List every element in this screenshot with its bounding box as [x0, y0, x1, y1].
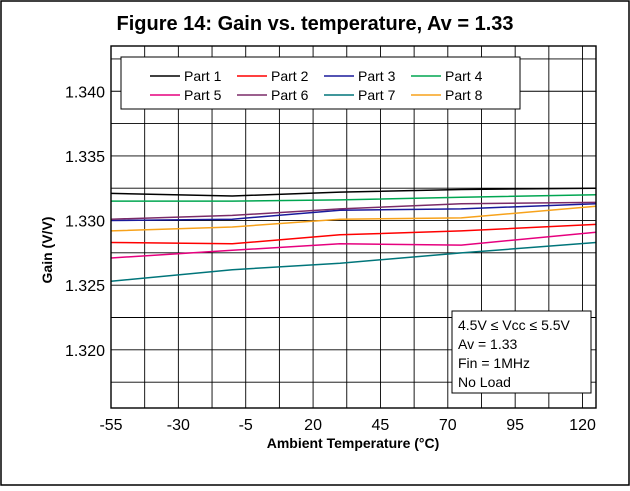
legend-label: Part 4: [445, 68, 483, 84]
y-tick-label: 1.330: [65, 214, 105, 231]
plot-frame: [110, 45, 597, 409]
legend-box: [120, 56, 521, 110]
y-tick-label: 1.340: [65, 84, 105, 101]
series-line-part-8: [110, 205, 597, 232]
series-line-part-4: [111, 193, 597, 202]
legend-label: Part 1: [184, 68, 222, 84]
tick-labels: -55 -30 -5 20 45 70 95 120 1.320 1.325 1.330 1.335 1…: [65, 84, 596, 434]
legend-label: Part 7: [358, 87, 396, 103]
x-tick-label: -5: [239, 417, 253, 434]
chart-title: Figure 14: Gain vs. temperature, Av = 1.…: [116, 13, 513, 35]
legend-label: Part 3: [358, 68, 396, 84]
series-line-part-6: [110, 201, 597, 220]
series-line-part-5: [110, 231, 597, 259]
legend-label: Part 2: [271, 68, 309, 84]
y-axis-label: Gain (V/V): [39, 217, 55, 284]
legend-label: Part 6: [271, 87, 309, 103]
x-tick-label: 70: [439, 417, 457, 434]
annotation-line: No Load: [458, 374, 511, 390]
legend-label: Part 5: [184, 87, 222, 103]
annotation-line: Av = 1.33: [458, 336, 518, 352]
x-tick-label: 20: [304, 417, 322, 434]
y-tick-label: 1.335: [65, 149, 105, 166]
annotation-line: 4.5V ≤ Vcc ≤ 5.5V: [458, 317, 571, 333]
series-line-part-2: [110, 223, 597, 245]
legend-label: Part 8: [445, 87, 483, 103]
x-tick-label: -30: [167, 417, 190, 434]
x-tick-label: 120: [569, 417, 596, 434]
x-tick-label: 45: [372, 417, 390, 434]
legend: Part 1 Part 2 Part 3 Part 4 Part 5 Part 6 Part…: [120, 56, 521, 110]
series-line-part-1: [110, 187, 597, 197]
series-line-part-7: [110, 241, 597, 283]
conditions-annotation: 4.5V ≤ Vcc ≤ 5.5V Av = 1.33 Fin = 1MHz No L…: [451, 310, 592, 394]
y-tick-label: 1.320: [65, 343, 105, 360]
x-tick-label: 95: [506, 417, 524, 434]
series-line-part-3: [110, 202, 597, 222]
y-tick-label: 1.325: [65, 278, 105, 295]
series-lines: [110, 187, 597, 283]
annotation-box: [451, 310, 592, 394]
annotation-line: Fin = 1MHz: [458, 355, 530, 371]
x-axis-label: Ambient Temperature (°C): [267, 435, 440, 451]
x-tick-label: -55: [99, 417, 122, 434]
